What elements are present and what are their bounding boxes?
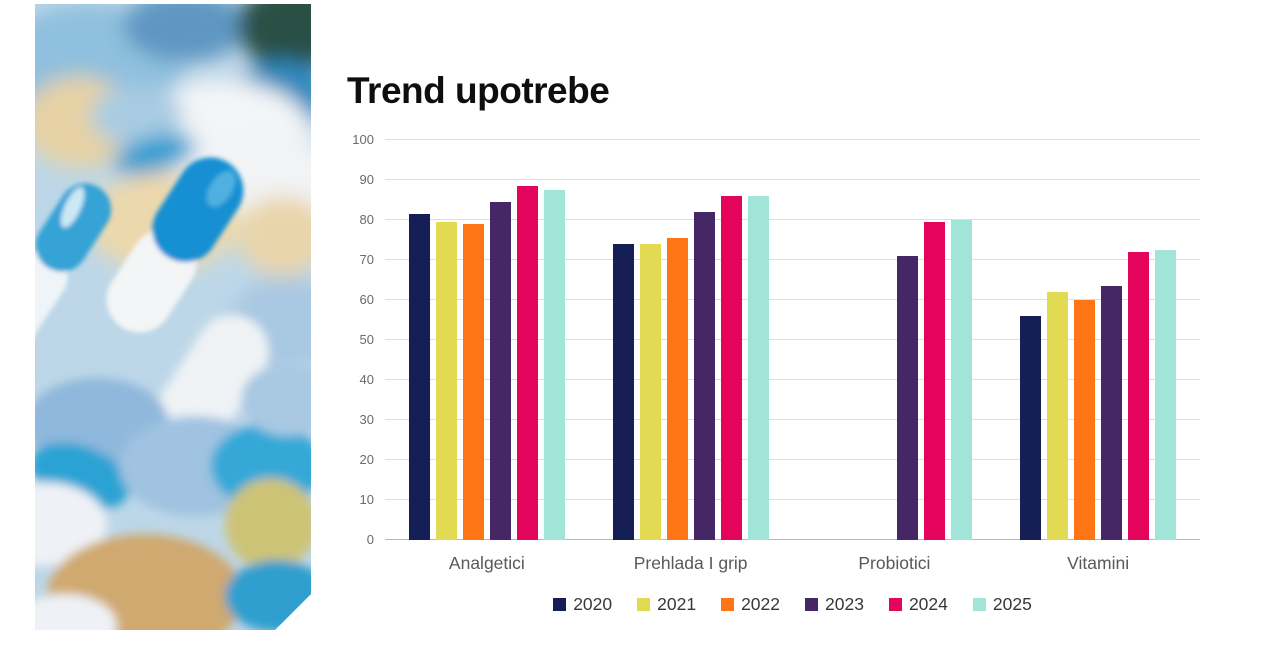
bar-2025-vitamini [1155,250,1177,540]
category-label: Prehlada I grip [633,553,748,573]
bar-2020-vitamini [1020,316,1042,540]
grid-line [385,339,1200,340]
category-label: Vitamini [1067,553,1130,573]
grid-line [385,419,1200,420]
y-tick-label: 70 [359,252,374,267]
grid-line [385,499,1200,500]
bar-2020-prehlada-i-grip [612,244,634,540]
y-tick-label: 20 [359,452,374,467]
legend-label: 2023 [825,594,864,614]
bar-2023-prehlada-i-grip [693,212,715,540]
bar-2022-vitamini [1074,300,1096,540]
bar-group-prehlada-i-grip [589,140,793,540]
y-tick-label: 30 [359,412,374,427]
y-tick-label: 100 [352,132,374,147]
bar-2021-prehlada-i-grip [639,244,661,540]
grid-line [385,299,1200,300]
bar-2020-analgetici [408,214,430,540]
bar-2021-vitamini [1047,292,1069,540]
legend-swatch-icon [553,598,567,611]
y-tick-label: 10 [359,492,374,507]
bar-group-probiotici [793,140,997,540]
legend-swatch-icon [888,598,902,611]
pills-photo [35,4,311,630]
y-axis: 0 10 20 30 40 50 60 70 80 90 100 [325,132,374,547]
y-tick-label: 80 [359,212,374,227]
legend-swatch-icon [972,598,986,611]
grid-line [385,459,1200,460]
legend-label: 2020 [573,594,613,614]
grid-line [385,539,1200,540]
legend-label: 2025 [992,594,1032,614]
chart-title: Trend upotrebe [347,70,610,111]
grid-line [385,179,1200,180]
legend-item-2021: 2021 [637,594,696,615]
category-label: Probiotici [858,553,931,573]
bar-2023-analgetici [489,202,511,540]
legend-item-2022: 2022 [721,594,780,615]
pills-photo-illustration [35,4,311,630]
bar-group-vitamini [996,140,1200,540]
grid-line [385,219,1200,220]
grid-line [385,139,1200,140]
y-tick-label: 0 [366,532,374,547]
y-tick-label: 50 [359,332,374,347]
y-tick-label: 40 [359,372,374,387]
bar-2024-analgetici [516,186,538,540]
legend-item-2023: 2023 [805,594,864,615]
legend-label: 2021 [657,594,697,614]
x-axis: Analgetici Prehlada I grip Probiotici Vitam… [385,553,1200,574]
bar-2025-prehlada-i-grip [747,196,769,540]
legend-item-2020: 2020 [553,594,612,615]
chart-legend: 2020 2021 2022 2023 2024 2025 [385,594,1200,615]
y-tick-label: 60 [359,292,374,307]
y-tick-label: 90 [359,172,374,187]
legend-item-2025: 2025 [972,594,1032,615]
bar-2024-probiotici [924,222,946,540]
category-label: Analgetici [448,553,525,573]
plot-area [385,139,1200,540]
bar-2023-probiotici [897,256,919,540]
legend-label: 2024 [908,594,948,614]
bar-group-analgetici [385,140,589,540]
grid-line [385,259,1200,260]
legend-swatch-icon [721,598,735,611]
bar-2022-analgetici [462,224,484,540]
bar-2025-probiotici [951,220,973,540]
bar-2021-analgetici [435,222,457,540]
legend-swatch-icon [637,598,651,611]
legend-label: 2022 [741,594,780,614]
legend-swatch-icon [805,598,818,611]
bar-2022-prehlada-i-grip [666,238,688,540]
bar-2023-vitamini [1101,286,1123,540]
bar-2025-analgetici [543,190,565,540]
bar-groups [385,140,1200,540]
grid-line [385,379,1200,380]
bar-2024-prehlada-i-grip [720,196,742,540]
legend-item-2024: 2024 [888,594,948,615]
bar-2024-vitamini [1128,252,1150,540]
